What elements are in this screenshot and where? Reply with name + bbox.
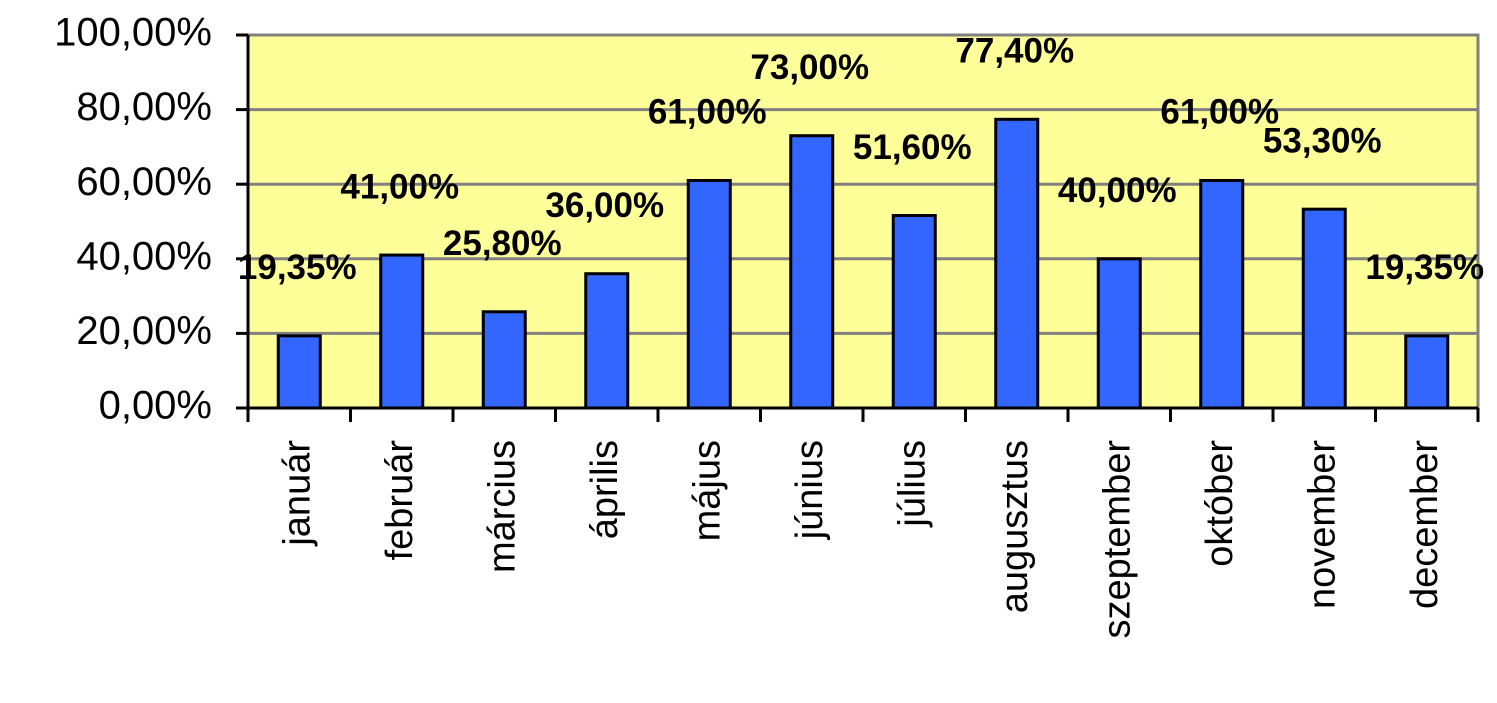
y-tick-label: 60,00% xyxy=(76,160,212,204)
bar xyxy=(891,214,937,410)
value-label: 40,00% xyxy=(1058,171,1177,210)
bar xyxy=(1096,257,1142,410)
bar xyxy=(686,178,732,410)
y-tick-label: 20,00% xyxy=(76,309,212,353)
x-tick-label: október xyxy=(1199,440,1241,567)
value-label: 73,00% xyxy=(750,48,869,87)
value-label: 19,35% xyxy=(1365,248,1484,287)
bar xyxy=(379,253,425,410)
x-tick-label: május xyxy=(686,440,728,541)
bar xyxy=(789,134,835,410)
value-label: 19,35% xyxy=(238,248,357,287)
x-tick-label: április xyxy=(584,440,626,539)
bar xyxy=(1301,207,1347,410)
bar xyxy=(1404,334,1450,410)
value-label: 36,00% xyxy=(545,186,664,225)
x-tick-label: március xyxy=(481,440,523,573)
value-label: 77,40% xyxy=(955,32,1074,71)
value-label: 25,80% xyxy=(443,224,562,263)
value-label: 53,30% xyxy=(1263,121,1382,160)
bar xyxy=(1199,178,1245,410)
plot-area xyxy=(246,33,1480,410)
bar xyxy=(276,334,322,410)
value-label: 51,60% xyxy=(853,128,972,167)
y-tick-label: 40,00% xyxy=(76,234,212,278)
x-tick-label: november xyxy=(1301,440,1343,609)
bar xyxy=(584,272,630,410)
x-tick-label: június xyxy=(789,440,831,540)
value-label: 61,00% xyxy=(648,93,767,132)
y-tick-label: 100,00% xyxy=(54,11,212,55)
x-tick-label: szeptember xyxy=(1096,440,1138,639)
bar xyxy=(994,117,1040,410)
value-label: 41,00% xyxy=(340,167,459,206)
x-tick-label: december xyxy=(1404,440,1446,609)
x-tick-label: január xyxy=(276,440,318,547)
value-label: 61,00% xyxy=(1160,93,1279,132)
x-tick-label: július xyxy=(891,440,933,528)
x-tick-label: február xyxy=(379,440,421,561)
bar xyxy=(481,310,527,410)
y-tick-label: 0,00% xyxy=(99,384,212,428)
y-tick-label: 80,00% xyxy=(76,85,212,129)
x-tick-label: augusztus xyxy=(994,440,1036,613)
